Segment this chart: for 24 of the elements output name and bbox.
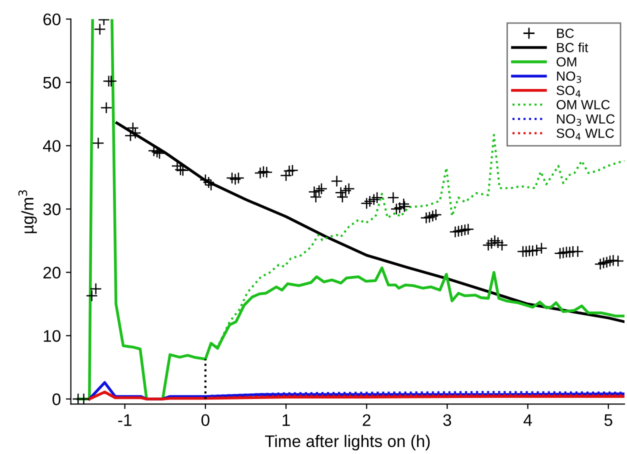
y-tick-label: 20 [43,266,60,279]
legend-label: SO$_{4}$ [556,86,581,98]
y-tick-label: 50 [43,76,60,89]
legend-label: OM WLC [556,100,610,110]
x-tick-label: -1 [118,414,132,426]
y-axis-title: µg/m$^{3}$ [18,190,37,234]
legend-label: SO$_{4}$ WLC [556,128,614,140]
y-tick-label: 60 [43,13,60,26]
legend-label: BC fit [557,42,588,52]
legend-label: BC [557,28,574,38]
x-tick-label: 0 [201,414,210,426]
x-axis-title: Time after lights on (h) [265,434,430,450]
x-tick-label: 5 [604,414,612,426]
y-tick-label: 40 [42,140,60,152]
legend-label: OM [556,57,576,67]
y-tick-label: 10 [44,330,60,342]
x-tick-label: 2 [362,414,370,426]
x-tick-label: 4 [524,414,532,426]
legend-label: NO$_{3}$ WLC [557,114,615,126]
x-tick-label: 1 [282,414,290,426]
legend-label: NO$_{3}$ [557,71,582,83]
y-tick-label: 30 [43,203,60,216]
x-tick-label: 3 [443,414,452,426]
y-tick-label: 0 [52,393,60,406]
